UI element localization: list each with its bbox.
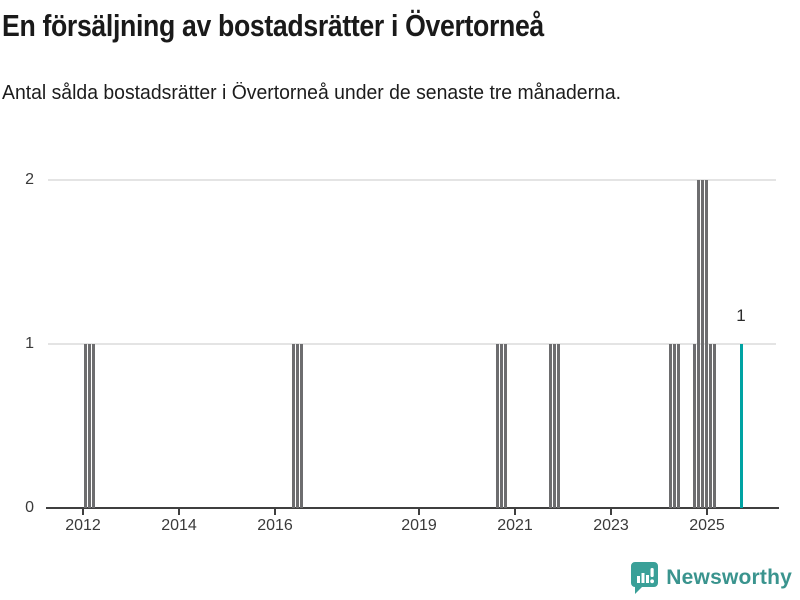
- bar: [677, 344, 680, 508]
- bar: [673, 344, 676, 508]
- bar: [713, 344, 716, 508]
- gridline-y2: [48, 179, 776, 181]
- chart-title: En försäljning av bostadsrätter i Överto…: [2, 8, 544, 43]
- x-axis-tick: [418, 509, 420, 515]
- x-axis-label: 2012: [65, 517, 101, 534]
- bar: [88, 344, 91, 508]
- x-axis-tick: [82, 509, 84, 515]
- bar: [504, 344, 507, 508]
- bar: [92, 344, 95, 508]
- y-axis-label: 1: [25, 335, 34, 352]
- gridline-y1: [48, 343, 776, 345]
- x-axis-label: 2025: [689, 517, 725, 534]
- bar: [300, 344, 303, 508]
- bar: [496, 344, 499, 508]
- y-axis-label: 0: [25, 499, 34, 516]
- bar: [557, 344, 560, 508]
- bar-value-label: 1: [736, 306, 746, 325]
- x-axis-label: 2023: [593, 517, 629, 534]
- x-axis-label: 2021: [497, 517, 533, 534]
- x-axis-tick: [610, 509, 612, 515]
- x-axis-tick: [514, 509, 516, 515]
- bar: [549, 344, 552, 508]
- bar: [296, 344, 299, 508]
- x-axis-line: [46, 507, 779, 509]
- bar: [709, 344, 712, 508]
- x-axis-label: 2019: [401, 517, 437, 534]
- bar: [292, 344, 295, 508]
- y-axis-label: 2: [25, 171, 34, 188]
- brand-footer: Newsworthy: [630, 561, 792, 594]
- bar: [553, 344, 556, 508]
- brand-name: Newsworthy: [666, 565, 792, 589]
- x-axis-label: 2014: [161, 517, 197, 534]
- bar: [693, 344, 696, 508]
- bar: [669, 344, 672, 508]
- x-axis-tick: [178, 509, 180, 515]
- x-axis-tick: [706, 509, 708, 515]
- bar: [701, 180, 704, 508]
- bar: [697, 180, 700, 508]
- bar: [84, 344, 87, 508]
- bar: [705, 180, 708, 508]
- bar: [500, 344, 503, 508]
- x-axis-tick: [274, 509, 276, 515]
- x-axis-label: 2016: [257, 517, 293, 534]
- chart-subtitle: Antal sålda bostadsrätter i Övertorneå u…: [2, 82, 622, 104]
- highlight-bar: [740, 344, 743, 508]
- newsworthy-logo-icon: [630, 561, 659, 594]
